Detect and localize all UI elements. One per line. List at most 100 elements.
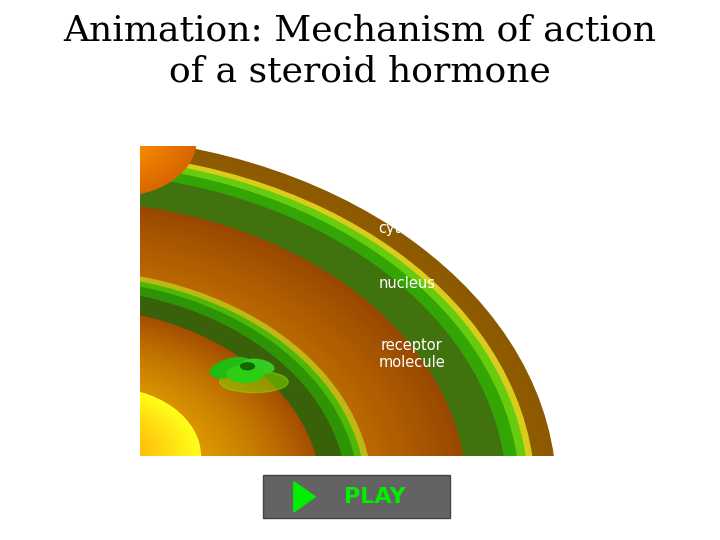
Circle shape <box>0 352 259 540</box>
Circle shape <box>51 90 187 189</box>
Circle shape <box>107 131 130 148</box>
Circle shape <box>0 171 508 540</box>
Circle shape <box>0 296 336 540</box>
Circle shape <box>0 416 171 540</box>
Circle shape <box>0 448 127 539</box>
Circle shape <box>0 310 315 540</box>
Circle shape <box>0 312 314 540</box>
Circle shape <box>0 284 353 540</box>
Circle shape <box>0 271 371 540</box>
Circle shape <box>78 110 160 170</box>
Circle shape <box>99 451 113 461</box>
Circle shape <box>0 322 300 540</box>
Circle shape <box>0 351 261 540</box>
Circle shape <box>0 336 281 540</box>
Ellipse shape <box>210 357 251 378</box>
Circle shape <box>0 274 366 540</box>
Circle shape <box>1 449 125 538</box>
Circle shape <box>0 229 428 540</box>
Circle shape <box>0 229 428 540</box>
Circle shape <box>55 93 183 186</box>
Circle shape <box>15 458 112 529</box>
Circle shape <box>63 99 176 180</box>
Circle shape <box>4 451 122 536</box>
Circle shape <box>0 414 174 540</box>
Circle shape <box>27 399 185 514</box>
Circle shape <box>0 327 293 540</box>
Circle shape <box>0 406 185 540</box>
Circle shape <box>0 360 248 540</box>
Circle shape <box>0 283 354 540</box>
Circle shape <box>0 439 139 540</box>
Circle shape <box>0 320 302 540</box>
Circle shape <box>59 422 153 490</box>
Circle shape <box>0 351 261 540</box>
Circle shape <box>26 398 186 515</box>
Circle shape <box>0 204 463 540</box>
Circle shape <box>0 292 342 540</box>
Circle shape <box>0 214 449 540</box>
Circle shape <box>0 184 490 540</box>
Circle shape <box>78 436 135 477</box>
Circle shape <box>0 251 399 540</box>
Circle shape <box>0 151 536 540</box>
Circle shape <box>65 100 173 179</box>
Circle shape <box>0 396 197 540</box>
Circle shape <box>0 220 441 540</box>
Circle shape <box>0 193 478 540</box>
Circle shape <box>0 373 230 540</box>
Circle shape <box>0 163 519 540</box>
Circle shape <box>102 127 135 152</box>
Circle shape <box>0 388 208 540</box>
Circle shape <box>35 405 177 508</box>
Circle shape <box>0 363 243 540</box>
Circle shape <box>0 415 171 540</box>
Circle shape <box>79 111 159 168</box>
Circle shape <box>94 121 145 158</box>
Circle shape <box>44 411 168 502</box>
Circle shape <box>0 384 214 540</box>
Circle shape <box>76 435 135 478</box>
Circle shape <box>0 413 174 540</box>
Circle shape <box>0 360 248 540</box>
Circle shape <box>60 97 178 183</box>
Circle shape <box>0 281 357 540</box>
Circle shape <box>0 362 245 540</box>
Circle shape <box>0 276 363 540</box>
Circle shape <box>0 394 200 540</box>
Circle shape <box>0 326 294 540</box>
Circle shape <box>55 420 157 493</box>
Circle shape <box>52 417 161 496</box>
Circle shape <box>98 450 114 462</box>
Circle shape <box>114 136 124 143</box>
Circle shape <box>0 343 271 540</box>
Circle shape <box>22 464 104 523</box>
Circle shape <box>0 299 332 540</box>
Circle shape <box>50 484 77 503</box>
Circle shape <box>0 381 220 540</box>
Circle shape <box>0 361 247 540</box>
Circle shape <box>67 428 145 484</box>
Circle shape <box>0 274 366 540</box>
Circle shape <box>19 393 193 519</box>
Circle shape <box>0 416 169 540</box>
Circle shape <box>0 266 377 540</box>
Circle shape <box>0 179 498 540</box>
Circle shape <box>0 286 350 540</box>
Circle shape <box>0 166 515 540</box>
Circle shape <box>5 451 122 536</box>
Ellipse shape <box>243 359 274 373</box>
Polygon shape <box>294 482 315 512</box>
Circle shape <box>71 431 141 482</box>
Circle shape <box>76 109 161 170</box>
Circle shape <box>66 102 171 178</box>
Circle shape <box>0 420 164 540</box>
Circle shape <box>0 399 194 540</box>
Circle shape <box>42 478 84 509</box>
Circle shape <box>0 331 288 540</box>
Circle shape <box>0 172 507 540</box>
Circle shape <box>0 210 455 540</box>
Circle shape <box>0 290 345 540</box>
Circle shape <box>0 323 298 540</box>
Circle shape <box>0 435 144 540</box>
